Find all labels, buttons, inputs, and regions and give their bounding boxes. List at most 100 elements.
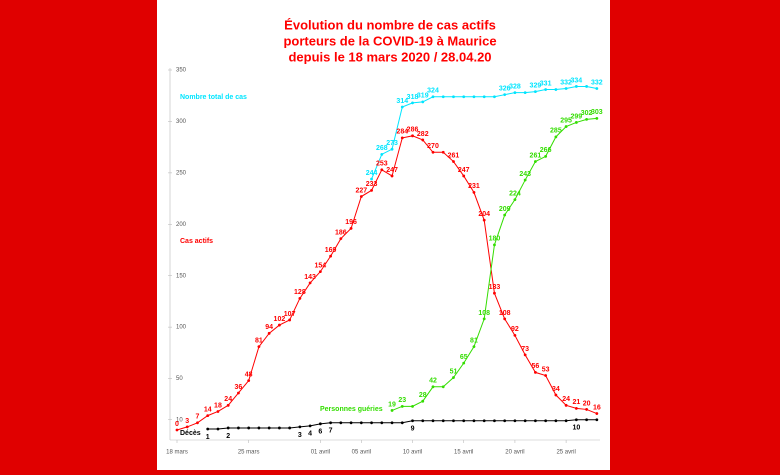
data-point [390, 421, 394, 425]
data-point [462, 174, 466, 178]
data-point [544, 155, 548, 158]
y-tick-label: 350 [176, 68, 187, 74]
x-tick-label: 20 avril [505, 450, 524, 456]
legend-label: Nombre total de cas [180, 94, 247, 101]
data-label: 7 [329, 428, 333, 435]
data-point [472, 419, 476, 423]
data-point [452, 160, 455, 163]
data-point [175, 428, 179, 432]
data-label: 28 [419, 392, 427, 399]
data-point [523, 91, 527, 95]
data-label: 268 [376, 145, 388, 152]
data-label: 186 [335, 230, 347, 237]
data-point [574, 407, 578, 410]
x-tick-label: 10 avril [403, 450, 422, 456]
data-label: 18 [214, 402, 222, 409]
data-label: 81 [470, 338, 478, 345]
data-label: 334 [571, 77, 583, 84]
data-point [318, 422, 322, 426]
data-label: 143 [304, 274, 316, 281]
y-tick-label: 300 [176, 119, 187, 125]
data-label: 16 [593, 404, 601, 411]
data-point [564, 87, 568, 90]
data-point [431, 150, 435, 154]
y-tick-label: 150 [176, 273, 187, 279]
data-point [503, 317, 507, 321]
data-point [431, 385, 435, 389]
data-label: 108 [478, 310, 490, 317]
data-point [493, 243, 496, 247]
data-point [595, 116, 599, 120]
data-point [431, 95, 435, 99]
data-label: 21 [572, 399, 580, 406]
data-point [472, 191, 476, 194]
data-point [595, 412, 599, 415]
data-point [523, 178, 527, 182]
data-label: 0 [175, 421, 179, 428]
data-label: 324 [427, 88, 439, 95]
data-point [544, 88, 548, 91]
data-label: 7 [196, 414, 200, 421]
data-point [462, 419, 466, 423]
data-label: 227 [355, 187, 367, 194]
data-point [390, 409, 394, 412]
data-label: 286 [407, 127, 419, 134]
data-label: 273 [386, 140, 398, 147]
data-point [226, 403, 230, 407]
data-label: 19 [388, 401, 396, 408]
data-point [585, 408, 588, 411]
data-label: 196 [345, 219, 357, 226]
data-label: 36 [235, 384, 243, 391]
data-label: 107 [284, 311, 296, 318]
data-point [554, 419, 558, 423]
data-label: 2 [226, 433, 230, 440]
data-point [339, 421, 343, 425]
data-label: 233 [366, 181, 378, 188]
data-point [585, 85, 588, 88]
data-point [400, 421, 404, 425]
data-label: 253 [376, 161, 388, 168]
data-point [503, 93, 507, 97]
data-label: 329 [530, 82, 542, 89]
data-point [431, 419, 435, 423]
data-point [421, 399, 425, 403]
data-label: 224 [509, 190, 521, 197]
data-label: 270 [427, 143, 439, 150]
data-label: 53 [542, 366, 550, 373]
data-label: 6 [318, 429, 322, 436]
data-point [318, 270, 322, 273]
data-point [380, 421, 384, 425]
data-label: 14 [204, 406, 212, 413]
data-point [534, 371, 537, 374]
y-tick-label: 10 [176, 417, 183, 423]
data-label: 9 [411, 426, 415, 433]
data-point [257, 345, 261, 349]
data-point [308, 281, 312, 285]
y-tick-label: 50 [176, 376, 183, 382]
data-label: 247 [386, 167, 398, 174]
x-tick-label: 18 mars [166, 450, 188, 456]
data-label: 303 [591, 109, 603, 116]
data-point [513, 198, 517, 202]
data-point [554, 135, 558, 139]
data-point [452, 95, 455, 99]
data-label: 332 [560, 79, 572, 86]
data-label: 102 [274, 316, 286, 323]
data-point [329, 421, 332, 425]
data-point [185, 425, 189, 429]
data-point [472, 95, 476, 99]
data-label: 299 [571, 113, 583, 120]
data-label: 128 [294, 289, 306, 296]
data-label: 180 [489, 236, 501, 243]
data-point [349, 421, 353, 425]
data-point [216, 410, 220, 413]
data-point [441, 419, 445, 423]
data-label: 231 [468, 183, 480, 190]
data-point [462, 361, 466, 365]
data-point [523, 419, 527, 423]
data-label: 295 [560, 117, 572, 124]
chart-title: Évolution du nombre de cas actifs [284, 17, 496, 32]
data-point [503, 213, 507, 217]
data-label: 48 [245, 371, 253, 378]
data-label: 73 [521, 346, 529, 353]
